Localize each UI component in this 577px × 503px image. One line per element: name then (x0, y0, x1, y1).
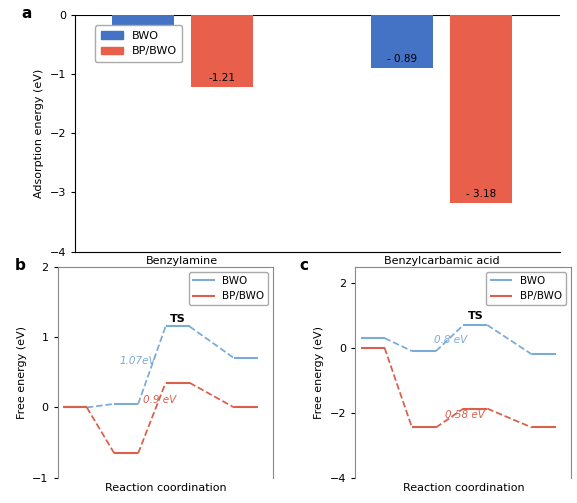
Text: 0.58 eV: 0.58 eV (444, 410, 484, 420)
Text: - 3.18: - 3.18 (466, 190, 496, 200)
X-axis label: Reaction coordination: Reaction coordination (403, 483, 524, 493)
Legend: BWO, BP/BWO: BWO, BP/BWO (189, 272, 268, 305)
Y-axis label: Free energy (eV): Free energy (eV) (17, 326, 27, 418)
Text: 0.8 eV: 0.8 eV (434, 335, 467, 345)
Text: TS: TS (170, 313, 185, 323)
Legend: BWO, BP/BWO: BWO, BP/BWO (95, 25, 182, 62)
Text: c: c (299, 258, 308, 273)
Text: a: a (22, 6, 32, 21)
Bar (371, 15, 433, 68)
Y-axis label: Free energy (eV): Free energy (eV) (314, 326, 324, 418)
Bar (190, 15, 253, 87)
Bar (111, 15, 174, 51)
Text: 1.07eV: 1.07eV (119, 356, 156, 366)
Text: TS: TS (467, 311, 483, 321)
Legend: BWO, BP/BWO: BWO, BP/BWO (486, 272, 566, 305)
Text: -1.21: -1.21 (208, 73, 235, 83)
Text: 0.9 eV: 0.9 eV (143, 394, 177, 404)
Text: - 0.89: - 0.89 (387, 54, 417, 64)
Text: - 0.6: - 0.6 (131, 37, 155, 47)
Text: b: b (14, 258, 25, 273)
X-axis label: Reaction coordination: Reaction coordination (105, 483, 226, 493)
Y-axis label: Adsorption energy (eV): Adsorption energy (eV) (34, 69, 44, 198)
Bar (450, 15, 512, 203)
